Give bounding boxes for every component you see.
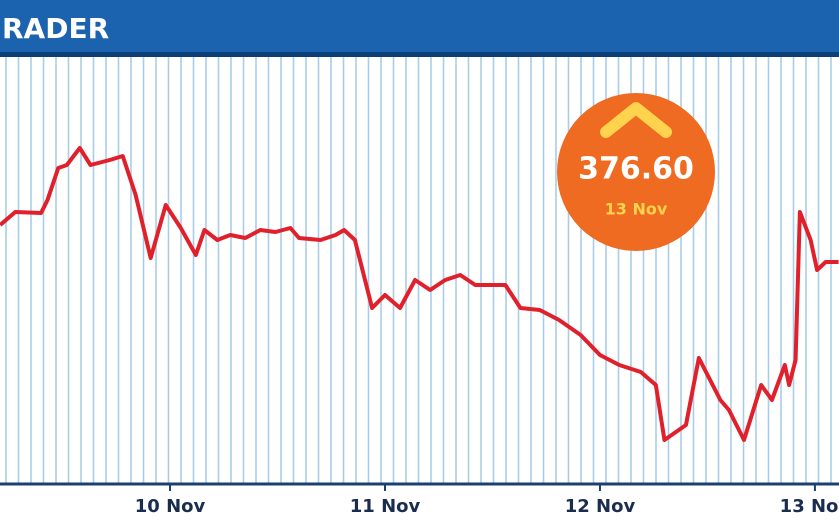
x-tick-label: 10 Nov <box>135 496 206 517</box>
callout: 376.60 13 Nov <box>557 93 715 251</box>
price-line <box>0 146 839 442</box>
x-tick-label: 12 Nov <box>565 496 636 517</box>
header-border <box>0 52 839 57</box>
plot-background <box>0 56 839 483</box>
up-arrow <box>600 102 672 138</box>
x-tick-label: 13 Nov <box>780 496 839 517</box>
callout-circle <box>557 93 715 251</box>
callout-value: 376.60 <box>578 152 694 187</box>
plot <box>0 146 839 442</box>
callout-date: 13 Nov <box>605 200 668 219</box>
chart-title: RADER <box>2 12 109 45</box>
header-bar <box>0 0 839 54</box>
x-tick-label: 11 Nov <box>350 496 421 517</box>
